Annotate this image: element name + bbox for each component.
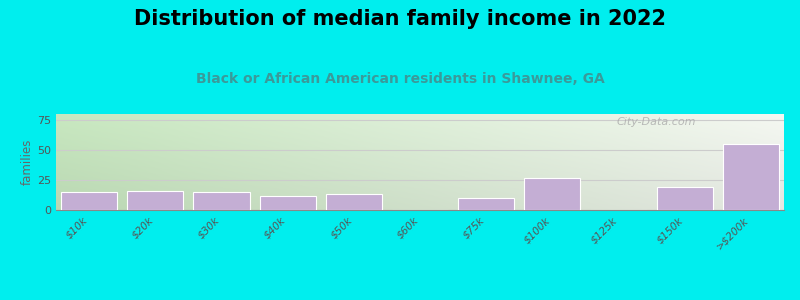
Text: City-Data.com: City-Data.com	[617, 117, 696, 127]
Y-axis label: families: families	[22, 139, 34, 185]
Bar	[722, 144, 779, 210]
Bar	[194, 192, 250, 210]
Bar	[524, 178, 581, 210]
Bar	[61, 192, 118, 210]
Text: Black or African American residents in Shawnee, GA: Black or African American residents in S…	[196, 72, 604, 86]
Bar	[326, 194, 382, 210]
Text: Distribution of median family income in 2022: Distribution of median family income in …	[134, 9, 666, 29]
Bar	[127, 191, 183, 210]
Bar	[458, 198, 514, 210]
Bar	[259, 196, 316, 210]
Bar	[657, 187, 713, 210]
